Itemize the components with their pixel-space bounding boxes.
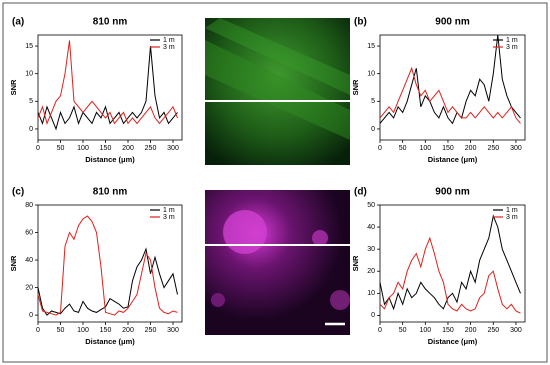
x-tick-label: 50 [399,327,407,334]
series-line [37,247,178,316]
legend-label: 3 m [163,214,175,221]
plot-frame [379,204,526,323]
series-line [37,215,178,316]
x-tick-label: 300 [167,327,179,334]
legend-label: 3 m [506,44,518,51]
x-tick-label: 250 [145,145,157,152]
y-tick-label: 15 [367,43,375,50]
magenta-micrograph [205,190,350,335]
y-tick-label: 60 [25,229,33,236]
x-axis-label: Distance (μm) [85,155,135,164]
x-tick-label: 150 [100,145,112,152]
x-tick-label: 200 [465,145,477,152]
legend-label: 1 m [163,207,175,214]
x-tick-label: 150 [442,327,454,334]
x-tick-label: 250 [145,327,157,334]
x-tick-label: 250 [487,327,499,334]
y-tick-label: 40 [25,257,33,264]
series-line [379,66,521,124]
chart-title: 810 nm [93,17,128,28]
x-tick-label: 50 [57,327,65,334]
x-tick-label: 0 [36,327,40,334]
y-axis-label: SNR [9,255,18,271]
panel-label: (a) [12,17,24,28]
panel-label: (d) [354,187,367,198]
legend-label: 1 m [506,207,518,214]
x-tick-label: 200 [465,327,477,334]
x-tick-label: 50 [399,145,407,152]
y-tick-label: 0 [371,312,375,319]
series-line [37,46,178,131]
y-tick-label: 0 [29,126,33,133]
x-axis-label: Distance (μm) [85,337,135,346]
x-tick-label: 100 [77,145,89,152]
plot-frame [37,34,183,141]
panel-label: (c) [12,187,24,198]
x-tick-label: 50 [57,145,65,152]
legend-label: 3 m [163,44,175,51]
y-axis-label: SNR [351,255,360,271]
series-line [379,214,521,311]
y-tick-label: 40 [367,224,375,231]
y-tick-label: 10 [367,71,375,78]
y-tick-label: 5 [371,98,375,105]
y-tick-label: 20 [367,268,375,275]
legend-label: 3 m [506,214,518,221]
x-tick-label: 100 [419,327,431,334]
y-tick-label: 10 [25,71,33,78]
y-tick-label: 0 [371,126,375,133]
x-tick-label: 0 [36,145,40,152]
y-tick-label: 5 [29,98,33,105]
x-tick-label: 300 [510,327,522,334]
x-tick-label: 150 [100,327,112,334]
x-tick-label: 150 [442,145,454,152]
y-tick-label: 0 [29,312,33,319]
y-tick-label: 10 [367,290,375,297]
x-tick-label: 200 [122,145,134,152]
legend-label: 1 m [163,37,175,44]
y-tick-label: 15 [25,43,33,50]
y-tick-label: 30 [367,246,375,253]
x-tick-label: 250 [487,145,499,152]
x-axis-label: Distance (μm) [428,155,478,164]
legend-label: 1 m [506,37,518,44]
plot-frame [37,204,183,323]
chart-title: 900 nm [435,187,470,198]
x-tick-label: 200 [122,327,134,334]
y-tick-label: 20 [25,284,33,291]
series-line [379,34,521,125]
plot-frame [379,34,526,141]
green-micrograph [205,18,350,165]
series-line [379,236,521,314]
chart-title: 810 nm [93,187,128,198]
x-tick-label: 300 [167,145,179,152]
x-tick-label: 0 [378,145,382,152]
y-tick-label: 80 [25,202,33,209]
chart-title: 900 nm [435,17,470,28]
x-axis-label: Distance (μm) [428,337,478,346]
x-tick-label: 100 [419,145,431,152]
panel-label: (b) [354,17,367,28]
y-axis-label: SNR [9,79,18,95]
series-line [37,40,178,125]
y-axis-label: SNR [351,79,360,95]
x-tick-label: 0 [378,327,382,334]
x-tick-label: 300 [510,145,522,152]
y-tick-label: 50 [367,202,375,209]
x-tick-label: 100 [77,327,89,334]
